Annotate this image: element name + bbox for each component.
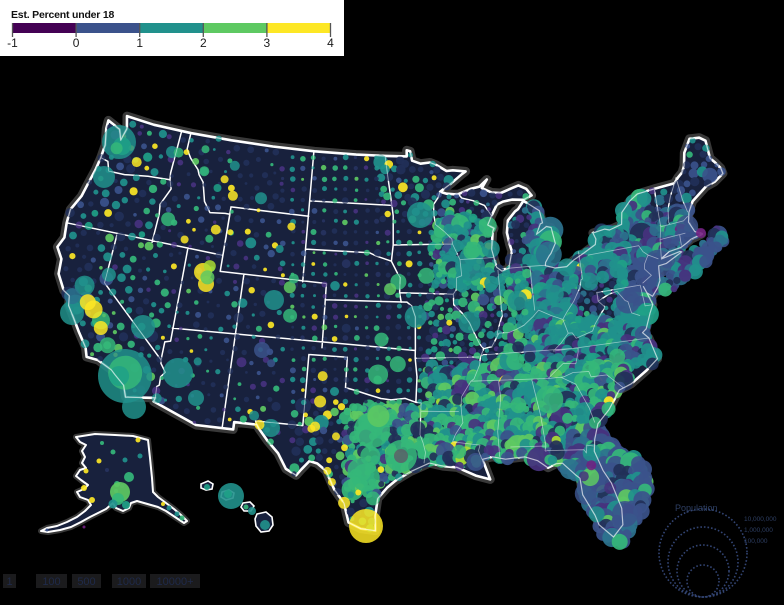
svg-text:Population: Population — [675, 503, 718, 513]
svg-text:4: 4 — [327, 36, 334, 50]
svg-text:1000: 1000 — [117, 576, 141, 588]
svg-text:-1: -1 — [7, 36, 18, 50]
svg-text:1,000,000: 1,000,000 — [744, 527, 773, 534]
svg-text:2: 2 — [200, 36, 207, 50]
svg-text:1: 1 — [6, 576, 12, 588]
svg-text:Est. Percent under 18: Est. Percent under 18 — [11, 9, 115, 21]
svg-text:500: 500 — [77, 576, 95, 588]
svg-text:3: 3 — [264, 36, 271, 50]
svg-text:100,000: 100,000 — [744, 538, 768, 545]
svg-text:1: 1 — [136, 36, 143, 50]
svg-text:10000+: 10000+ — [156, 576, 193, 588]
svg-text:10,000,000: 10,000,000 — [744, 516, 777, 523]
svg-text:0: 0 — [73, 36, 80, 50]
svg-text:100: 100 — [42, 576, 60, 588]
